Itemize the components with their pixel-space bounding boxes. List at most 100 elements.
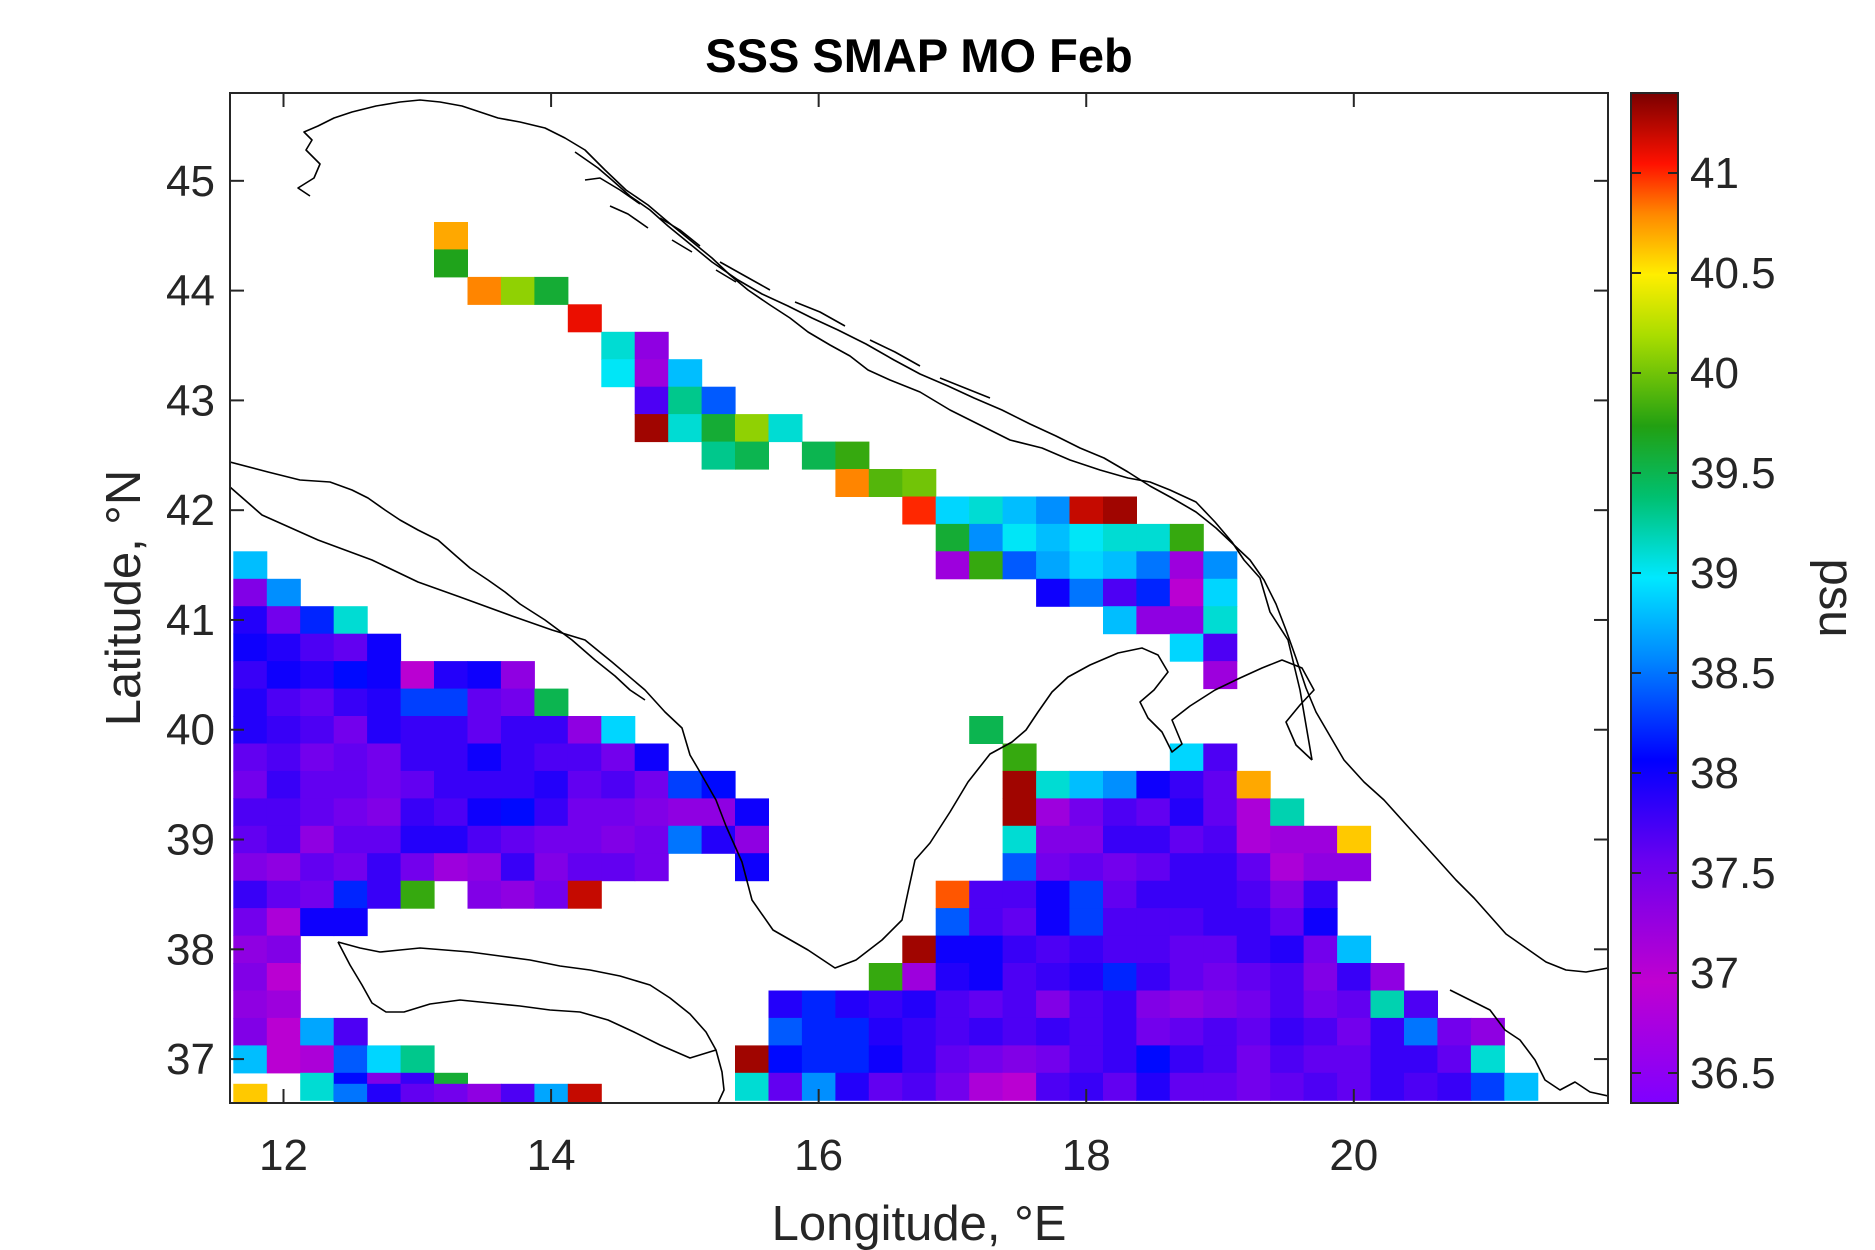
salinity-cell — [801, 1017, 836, 1046]
salinity-cell — [1002, 551, 1037, 580]
coastline — [230, 99, 1608, 1103]
salinity-cell — [601, 825, 636, 854]
salinity-cell — [1404, 1017, 1438, 1046]
salinity-cell — [1103, 578, 1137, 607]
south-italy-tyrrhenian-coastline — [230, 461, 646, 701]
salinity-cell — [1103, 853, 1137, 882]
salinity-cell — [1370, 1017, 1405, 1046]
salinity-cell — [266, 963, 301, 991]
salinity-cell — [1169, 908, 1204, 937]
salinity-cell — [1203, 633, 1238, 662]
salinity-cell — [1203, 880, 1238, 909]
salinity-cell — [1136, 578, 1171, 607]
salinity-cell — [969, 1045, 1004, 1074]
salinity-cell — [902, 1072, 937, 1101]
salinity-cell — [1236, 880, 1271, 909]
salinity-cell — [434, 1083, 468, 1103]
salinity-cell — [1236, 1017, 1271, 1046]
y-tick-label: 39 — [166, 816, 215, 865]
salinity-cell — [1203, 1072, 1238, 1101]
salinity-cell — [1002, 935, 1037, 964]
salinity-cell — [467, 743, 502, 772]
salinity-cell — [902, 963, 937, 991]
salinity-cell — [1437, 1045, 1472, 1074]
salinity-cell — [233, 578, 268, 607]
salinity-cell — [1069, 990, 1104, 1019]
salinity-cell — [1069, 798, 1104, 827]
salinity-cell — [1103, 523, 1137, 552]
salinity-cell — [233, 551, 268, 580]
salinity-cell — [266, 1017, 301, 1046]
italy-adriatic-coastline — [230, 486, 1315, 969]
salinity-cell — [668, 414, 703, 443]
salinity-cell — [1002, 825, 1037, 854]
salinity-cell — [500, 1083, 535, 1103]
salinity-cell — [1303, 990, 1338, 1019]
salinity-cell — [768, 414, 803, 443]
salinity-cell — [935, 908, 970, 937]
y-tick-label: 43 — [166, 376, 215, 425]
salinity-cell — [969, 496, 1004, 525]
y-tick-label: 40 — [166, 706, 215, 755]
salinity-cell — [1103, 935, 1137, 964]
salinity-cell — [467, 1083, 502, 1103]
salinity-cell — [266, 825, 301, 854]
salinity-cell — [1270, 990, 1305, 1019]
salinity-cell — [1036, 551, 1071, 580]
salinity-cell — [534, 880, 569, 909]
salinity-cell — [1036, 853, 1071, 882]
y-tick-label: 45 — [166, 157, 215, 206]
salinity-cell — [801, 990, 836, 1019]
salinity-cell — [500, 798, 535, 827]
salinity-cell — [1270, 963, 1305, 991]
salinity-cell — [868, 469, 903, 497]
salinity-cell — [333, 1045, 368, 1074]
salinity-cell — [567, 304, 602, 333]
salinity-cell — [701, 441, 736, 470]
salinity-cell — [233, 661, 268, 690]
salinity-cell — [601, 743, 636, 772]
salinity-cell — [835, 1017, 870, 1046]
salinity-cell — [1136, 1045, 1171, 1074]
salinity-cell — [333, 661, 368, 690]
salinity-cell — [634, 331, 669, 360]
salinity-cell — [1236, 990, 1271, 1019]
salinity-cell — [233, 1083, 268, 1103]
salinity-cell — [400, 661, 435, 690]
salinity-cell — [300, 716, 335, 744]
salinity-cell — [801, 1045, 836, 1074]
salinity-cell — [1470, 1045, 1505, 1074]
salinity-cell — [434, 743, 468, 772]
salinity-cell — [233, 798, 268, 827]
salinity-cell — [768, 1017, 803, 1046]
salinity-cell — [868, 1045, 903, 1074]
salinity-cell — [902, 935, 937, 964]
salinity-cell — [1236, 853, 1271, 882]
salinity-cell — [735, 441, 769, 470]
salinity-cell — [534, 825, 569, 854]
salinity-cell — [1270, 935, 1305, 964]
salinity-cell — [1069, 1045, 1104, 1074]
salinity-cell — [1169, 990, 1204, 1019]
salinity-cell — [1270, 880, 1305, 909]
salinity-cell — [1337, 935, 1372, 964]
salinity-cell — [1169, 578, 1204, 607]
salinity-cell — [1169, 633, 1204, 662]
salinity-cell — [434, 853, 468, 882]
salinity-cell — [233, 853, 268, 882]
salinity-cell — [1203, 1045, 1238, 1074]
salinity-cell — [434, 661, 468, 690]
salinity-cell — [1169, 1072, 1204, 1101]
salinity-cell — [902, 1017, 937, 1046]
salinity-cell — [534, 770, 569, 799]
salinity-cell — [1136, 798, 1171, 827]
salinity-cell — [467, 880, 502, 909]
salinity-cell — [1337, 963, 1372, 991]
salinity-cell — [534, 716, 569, 744]
salinity-cell — [367, 770, 402, 799]
x-axis: 12 14 16 18 20 — [259, 93, 1378, 1180]
salinity-cell — [701, 798, 736, 827]
salinity-cell — [668, 386, 703, 415]
salinity-cell — [1136, 551, 1171, 580]
salinity-cell — [701, 414, 736, 443]
